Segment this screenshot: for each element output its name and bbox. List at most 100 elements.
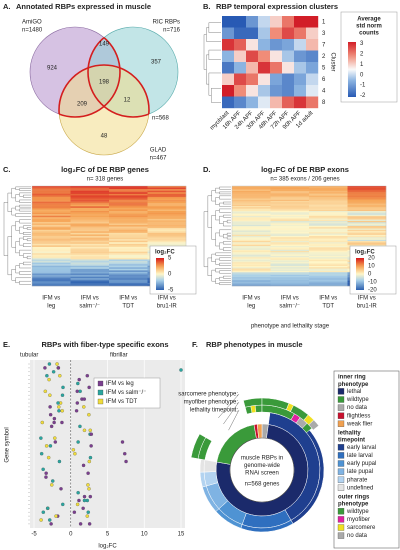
- heatmap-cell: [109, 237, 148, 240]
- heatmap-cell: [109, 264, 148, 266]
- x-tick-label: 5: [106, 532, 110, 538]
- heatmap-cell: [147, 221, 187, 224]
- heatmap-cell: [282, 96, 295, 109]
- dendrogram-branch: [23, 232, 31, 235]
- region-count: 48: [101, 134, 108, 140]
- heatmap-cell: [270, 273, 310, 275]
- heatmap-cell: [232, 251, 271, 253]
- heatmap-cell: [309, 258, 348, 260]
- heatmap-cell: [258, 50, 271, 63]
- heatmap-cell: [309, 274, 348, 277]
- heatmap-cell: [32, 209, 71, 212]
- dot: [45, 506, 50, 511]
- heatmap-cell: [270, 221, 310, 223]
- dot: [55, 362, 59, 366]
- heatmap-cell: [232, 276, 271, 278]
- dendrogram-branch: [211, 269, 216, 282]
- heatmap-cell: [232, 279, 271, 282]
- comparison-label: IFM vs: [42, 296, 60, 302]
- heatmap-cell: [70, 250, 110, 252]
- heatmap-cell: [109, 229, 148, 232]
- dot: [44, 475, 48, 479]
- legend-entry: early pupal: [347, 461, 376, 467]
- dendrogram-branch: [15, 194, 20, 202]
- dot: [73, 451, 77, 456]
- heatmap-cell: [347, 218, 387, 220]
- heatmap-cell: [109, 246, 148, 249]
- heatmap-cell: [147, 242, 187, 245]
- heatmap-cell: [32, 261, 71, 263]
- heatmap-cell: [147, 209, 187, 212]
- legend-swatch: [337, 508, 345, 515]
- heatmap-cell: [270, 259, 310, 262]
- heatmap-cell: [147, 220, 187, 223]
- heatmap-cell: [32, 236, 71, 238]
- colorbar-tick: 20: [368, 256, 375, 262]
- dot: [87, 412, 91, 417]
- dot: [82, 405, 86, 409]
- heatmap-cell: [309, 203, 348, 205]
- center-count: n=568 genes: [245, 482, 280, 488]
- dendrogram-branch: [215, 258, 220, 265]
- legend-entry: myofiber: [347, 517, 370, 523]
- dot: [48, 518, 52, 522]
- legend-title: counts: [359, 31, 379, 37]
- heatmap-cell: [70, 243, 110, 246]
- heatmap-cell: [232, 216, 271, 218]
- legend-swatch: [337, 404, 345, 411]
- heatmap-cell: [232, 269, 271, 272]
- heatmap-cell: [109, 223, 148, 226]
- heatmap-cell: [232, 213, 271, 215]
- heatmap-cell: [147, 226, 187, 229]
- heatmap-cell: [270, 208, 310, 210]
- heatmap-cell: [270, 238, 310, 240]
- dot: [41, 467, 45, 472]
- heatmap-cell: [270, 246, 310, 248]
- heatmap-cell: [347, 189, 387, 192]
- dot: [76, 381, 80, 386]
- heatmap-cell: [306, 62, 319, 74]
- dot: [81, 463, 86, 468]
- dot: [81, 506, 85, 511]
- heatmap-cell: [32, 264, 71, 266]
- heatmap-cell: [309, 224, 348, 227]
- heatmap-cell: [347, 203, 387, 205]
- heatmap-cell: [109, 243, 148, 246]
- heatmap-cell: [147, 189, 187, 191]
- heatmap-cell: [70, 195, 110, 198]
- heatmap-cell: [232, 208, 271, 210]
- heatmap-cell: [147, 240, 187, 243]
- dendrogram-branch: [215, 232, 220, 247]
- dot: [48, 405, 52, 409]
- heatmap-cell: [222, 27, 235, 40]
- panel-label: F.: [192, 340, 198, 349]
- heatmap-cell: [232, 227, 271, 229]
- heatmap-cell: [70, 273, 110, 276]
- heatmap-cell: [232, 238, 271, 240]
- heatmap-cell: [70, 265, 110, 268]
- heatmap-cell: [309, 244, 348, 247]
- heatmap-cell: [270, 267, 310, 269]
- panel-title: RBPs with fiber-type specific exons: [41, 340, 168, 349]
- heatmap-cell: [306, 96, 319, 109]
- heatmap-cell: [270, 277, 310, 279]
- colorbar: [356, 258, 364, 290]
- heatmap-cell: [32, 192, 71, 195]
- heatmap-cell: [32, 271, 71, 274]
- heatmap-cell: [309, 262, 348, 264]
- dot: [48, 393, 52, 397]
- heatmap-cell: [309, 206, 348, 208]
- heatmap-cell: [232, 223, 271, 225]
- heatmap-cell: [232, 248, 271, 250]
- heatmap-cell: [32, 259, 71, 262]
- heatmap-cell: [232, 234, 271, 237]
- legend-entry: IFM vs TDT: [106, 399, 138, 405]
- legend-swatch: [337, 412, 345, 419]
- heatmap-cell: [109, 240, 148, 243]
- heatmap-cell: [70, 223, 110, 226]
- comparison-label: bru1-IR: [157, 304, 178, 310]
- heatmap-cell: [109, 200, 148, 202]
- panel-label: B.: [203, 2, 211, 11]
- heatmap-cell: [306, 73, 319, 86]
- heatmap-cell: [347, 226, 387, 228]
